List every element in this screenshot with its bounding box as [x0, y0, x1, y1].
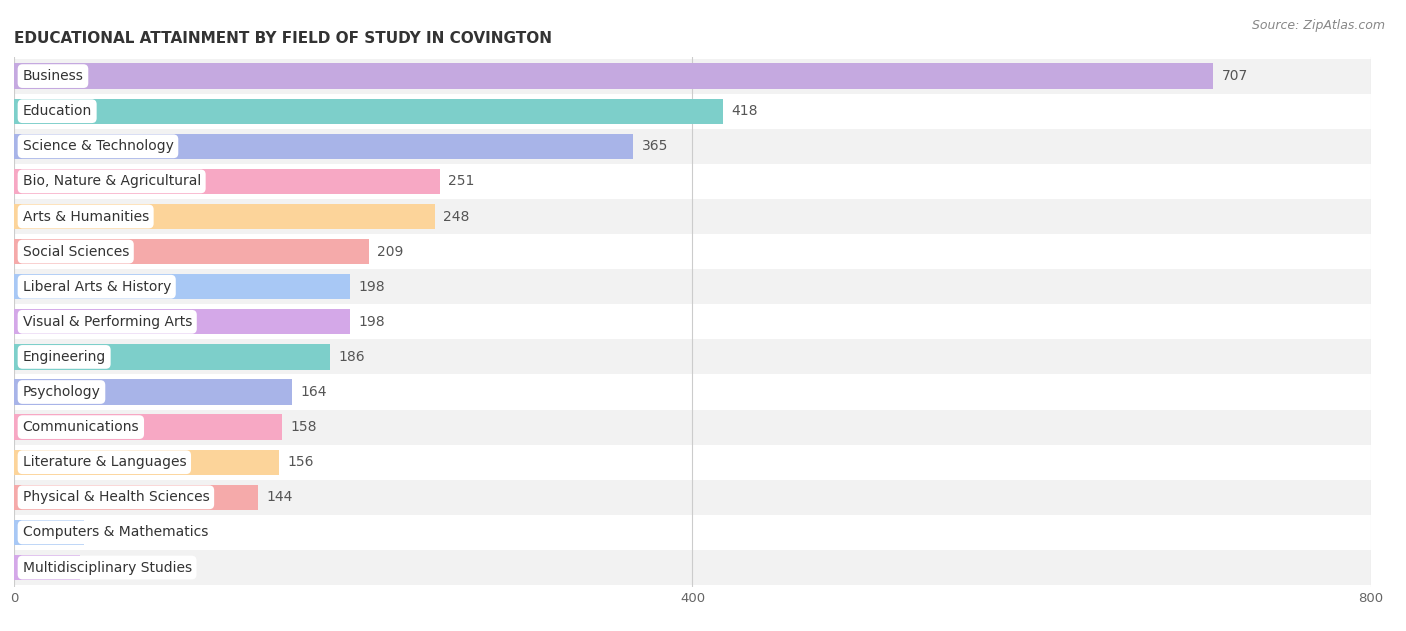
Text: 164: 164 — [301, 385, 328, 399]
Text: Education: Education — [22, 104, 91, 118]
Bar — [14, 129, 1371, 164]
Text: Bio, Nature & Agricultural: Bio, Nature & Agricultural — [22, 174, 201, 189]
Bar — [14, 410, 1371, 445]
Bar — [14, 520, 83, 545]
Bar — [14, 98, 723, 124]
Text: Liberal Arts & History: Liberal Arts & History — [22, 280, 172, 293]
Text: Social Sciences: Social Sciences — [22, 245, 129, 259]
Bar — [14, 345, 329, 370]
Bar — [14, 164, 1371, 199]
Text: 39: 39 — [89, 560, 107, 574]
Bar — [14, 64, 1213, 89]
Text: 186: 186 — [337, 350, 364, 364]
Bar — [14, 204, 434, 229]
Text: Engineering: Engineering — [22, 350, 105, 364]
Bar — [14, 234, 1371, 269]
Text: 198: 198 — [359, 315, 385, 329]
Bar — [14, 374, 1371, 410]
Text: Science & Technology: Science & Technology — [22, 139, 173, 153]
Bar — [14, 239, 368, 264]
Text: 248: 248 — [443, 209, 470, 223]
Bar — [14, 309, 350, 334]
Bar — [14, 93, 1371, 129]
Bar — [14, 445, 1371, 480]
Bar — [14, 379, 292, 404]
Text: Visual & Performing Arts: Visual & Performing Arts — [22, 315, 191, 329]
Text: 156: 156 — [287, 455, 314, 469]
Bar — [14, 485, 259, 510]
Text: Source: ZipAtlas.com: Source: ZipAtlas.com — [1251, 19, 1385, 32]
Text: Computers & Mathematics: Computers & Mathematics — [22, 526, 208, 540]
Text: EDUCATIONAL ATTAINMENT BY FIELD OF STUDY IN COVINGTON: EDUCATIONAL ATTAINMENT BY FIELD OF STUDY… — [14, 31, 553, 46]
Bar — [14, 555, 80, 580]
Text: 41: 41 — [91, 526, 110, 540]
Bar — [14, 449, 278, 475]
Text: Communications: Communications — [22, 420, 139, 434]
Text: Business: Business — [22, 69, 83, 83]
Bar — [14, 269, 1371, 304]
Text: 209: 209 — [377, 245, 404, 259]
Bar — [14, 304, 1371, 339]
Text: 251: 251 — [449, 174, 475, 189]
Bar — [14, 199, 1371, 234]
Bar — [14, 168, 440, 194]
Text: 158: 158 — [291, 420, 316, 434]
Bar — [14, 415, 283, 440]
Text: 418: 418 — [731, 104, 758, 118]
Bar — [14, 550, 1371, 585]
Text: 198: 198 — [359, 280, 385, 293]
Text: Psychology: Psychology — [22, 385, 100, 399]
Bar — [14, 339, 1371, 374]
Text: Multidisciplinary Studies: Multidisciplinary Studies — [22, 560, 191, 574]
Text: Literature & Languages: Literature & Languages — [22, 455, 186, 469]
Text: Arts & Humanities: Arts & Humanities — [22, 209, 149, 223]
Bar — [14, 274, 350, 299]
Bar — [14, 480, 1371, 515]
Text: 144: 144 — [267, 490, 292, 504]
Text: Physical & Health Sciences: Physical & Health Sciences — [22, 490, 209, 504]
Text: 707: 707 — [1222, 69, 1249, 83]
Bar — [14, 134, 633, 159]
Bar — [14, 515, 1371, 550]
Bar — [14, 59, 1371, 93]
Text: 365: 365 — [641, 139, 668, 153]
